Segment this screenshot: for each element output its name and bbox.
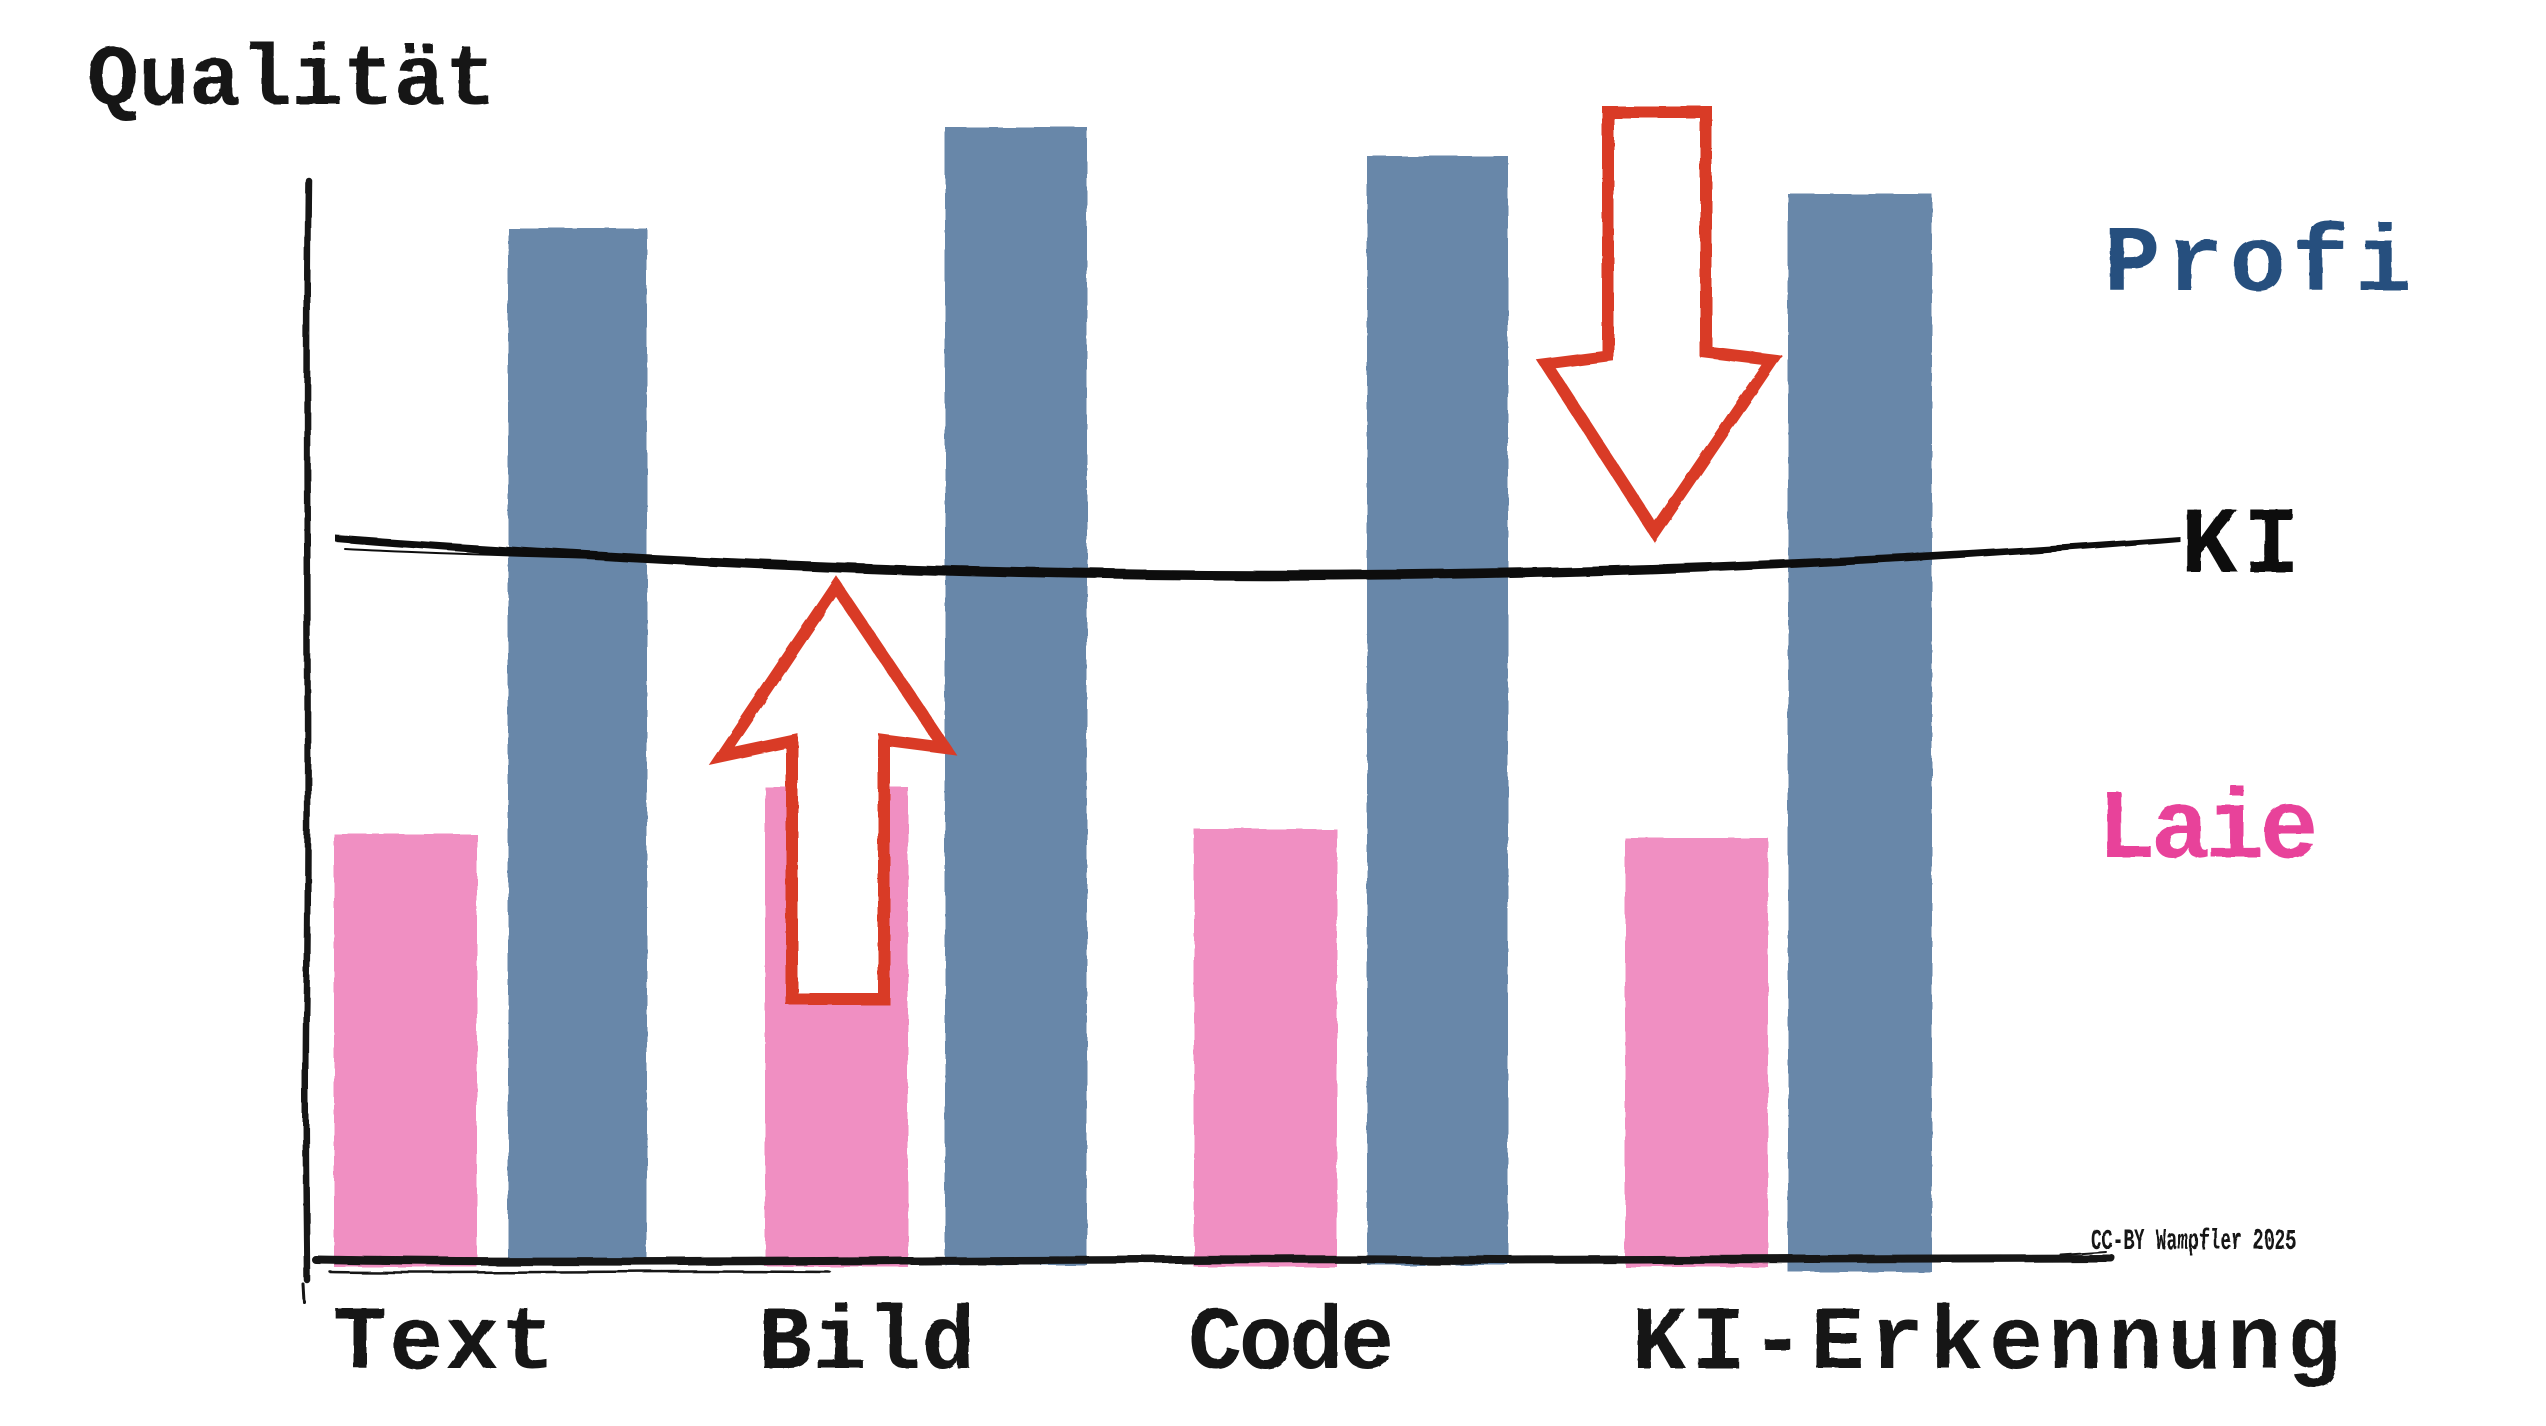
- svg-text:Laie: Laie: [2097, 776, 2315, 887]
- svg-text:KI: KI: [2181, 493, 2305, 601]
- svg-text:Qualität: Qualität: [87, 32, 496, 130]
- svg-text:CC-BY Wampfler 2025: CC-BY Wampfler 2025: [2091, 1225, 2296, 1259]
- svg-text:Profi: Profi: [2104, 213, 2418, 319]
- svg-text:Code: Code: [1188, 1294, 1391, 1396]
- svg-text:KI-Erkennung: KI-Erkennung: [1632, 1294, 2346, 1396]
- svg-text:Bild: Bild: [758, 1294, 976, 1396]
- svg-text:Text: Text: [333, 1294, 557, 1396]
